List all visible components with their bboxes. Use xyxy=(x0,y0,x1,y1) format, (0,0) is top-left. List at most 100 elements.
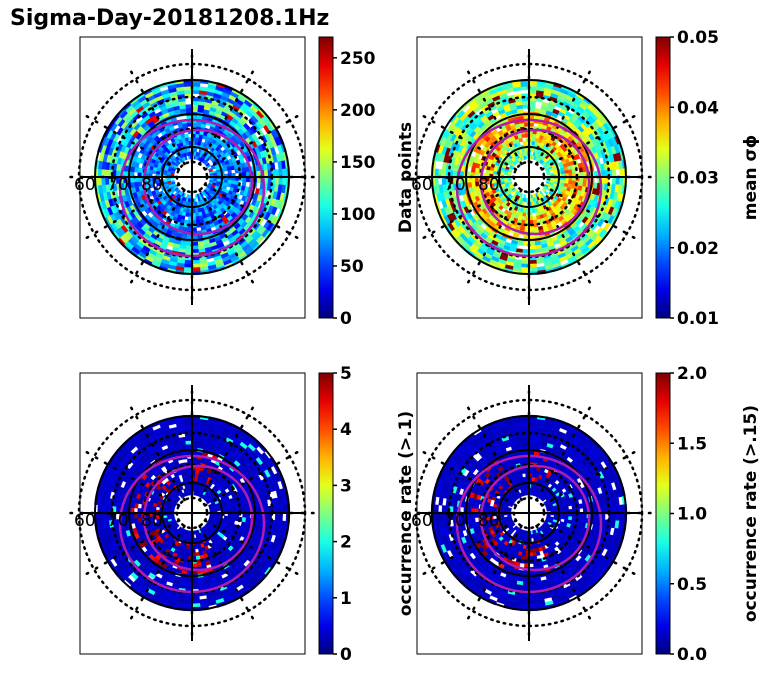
heatmap-cell xyxy=(191,595,200,601)
heatmap-cell xyxy=(184,133,189,139)
heatmap-cell xyxy=(274,512,280,521)
heatmap-cell xyxy=(191,82,201,87)
latitude-label: 60 xyxy=(74,175,96,195)
heatmap-cell xyxy=(274,169,280,178)
heatmap-cell xyxy=(516,241,524,246)
heatmap-cell xyxy=(97,176,102,186)
heatmap-cell xyxy=(434,176,439,186)
colorbar-tick-label: 0.05 xyxy=(677,28,719,48)
heatmap-cell xyxy=(522,140,527,146)
heatmap-cell xyxy=(199,86,208,92)
colorbar-tick-label: 200 xyxy=(340,101,376,121)
colorbar-tick-label: 0.03 xyxy=(677,169,719,189)
heatmap-cell xyxy=(184,259,193,265)
colorbar-tick-label: 5 xyxy=(340,364,352,384)
heatmap-cell xyxy=(528,267,538,272)
heatmap-cell xyxy=(185,476,190,482)
heatmap-cell xyxy=(611,169,617,178)
heatmap-cell xyxy=(282,168,287,178)
heatmap-cell xyxy=(185,140,190,146)
heatmap-cell xyxy=(194,212,200,217)
latitude-label: 70 xyxy=(107,175,129,195)
heatmap-cell xyxy=(282,504,287,514)
heatmap-cell xyxy=(564,169,569,175)
heatmap-cell xyxy=(191,418,201,423)
heatmap-cell xyxy=(183,82,193,87)
heatmap-cell xyxy=(282,176,287,186)
colorbar-label: mean σϕ xyxy=(741,135,759,221)
colorbar-tick-label: 3 xyxy=(340,476,352,496)
heatmap-cell xyxy=(162,178,168,183)
heatmap-cell xyxy=(274,505,280,514)
heatmap-cell xyxy=(611,176,617,185)
colorbar-tick-label: 250 xyxy=(340,49,376,69)
latitude-label: 60 xyxy=(74,511,96,531)
colorbar-tick-label: 0.02 xyxy=(677,239,719,259)
heatmap-cell xyxy=(434,168,439,178)
heatmap-cell xyxy=(528,82,538,87)
heatmap-cell xyxy=(560,506,566,511)
heatmap-cell xyxy=(227,505,232,511)
latitude-label: 80 xyxy=(141,511,163,531)
heatmap-cell xyxy=(193,147,198,153)
heatmap-cell xyxy=(528,418,538,423)
heatmap-cell xyxy=(619,168,624,178)
heatmap-cell xyxy=(274,176,280,185)
latitude-label: 80 xyxy=(141,175,163,195)
heatmap-cell xyxy=(186,147,191,153)
heatmap-cell xyxy=(191,267,201,272)
colorbar-tick-label: 150 xyxy=(340,153,376,173)
heatmap-cell xyxy=(194,208,199,214)
heatmap-cell xyxy=(520,267,530,272)
polar-panel-2: 60 70 80 0.01 0.02 0.03 0.04 0.05 mean σϕ xyxy=(399,28,759,329)
colorbar xyxy=(318,372,334,655)
colorbar-tick-label: 0 xyxy=(340,645,352,665)
latitude-label: 60 xyxy=(411,175,433,195)
heatmap-cell xyxy=(241,181,247,187)
heatmap-cell xyxy=(183,603,193,608)
heatmap-cell xyxy=(194,544,199,550)
colorbar-tick-label: 100 xyxy=(340,205,376,225)
heatmap-cell xyxy=(191,89,200,95)
colorbar xyxy=(318,36,334,319)
heatmap-cell xyxy=(184,425,193,431)
heatmap-cell xyxy=(534,108,542,113)
heatmap-cell xyxy=(184,473,190,478)
heatmap-cell xyxy=(619,176,624,186)
figure-title: Sigma-Day-20181208.1Hz xyxy=(10,6,330,31)
colorbar-tick-label: 0.04 xyxy=(677,98,719,118)
heatmap-cell xyxy=(97,504,102,514)
heatmap-cell xyxy=(183,267,193,272)
colorbar-tick-label: 0.01 xyxy=(677,309,719,329)
latitude-label: 70 xyxy=(107,511,129,531)
colorbar-tick-label: 4 xyxy=(340,420,352,440)
heatmap-cell xyxy=(183,418,193,423)
colorbar-tick-label: 50 xyxy=(340,257,364,277)
heatmap-cell xyxy=(531,208,536,214)
heatmap-cell xyxy=(227,169,232,175)
latitude-label: 80 xyxy=(478,175,500,195)
heatmap-cell xyxy=(564,505,569,511)
heatmap-cell xyxy=(470,166,476,173)
heatmap-cell xyxy=(184,89,193,95)
colorbar-tick-label: 1 xyxy=(340,589,352,609)
heatmap-cell xyxy=(528,259,537,265)
heatmap-cell xyxy=(97,168,102,178)
heatmap-cell xyxy=(528,425,537,431)
heatmap-cell xyxy=(223,506,229,511)
heatmap-cell xyxy=(191,425,200,431)
heatmap-cell xyxy=(178,436,186,442)
heatmap-cell xyxy=(97,512,102,522)
heatmap-cell xyxy=(216,507,222,512)
heatmap-cell xyxy=(191,603,201,608)
heatmap-cell xyxy=(536,258,545,264)
heatmap-cell xyxy=(546,509,551,512)
heatmap-cell xyxy=(442,161,448,170)
latitude-label: 70 xyxy=(444,175,466,195)
heatmap-cell xyxy=(184,137,190,142)
heatmap-cell xyxy=(528,89,537,95)
